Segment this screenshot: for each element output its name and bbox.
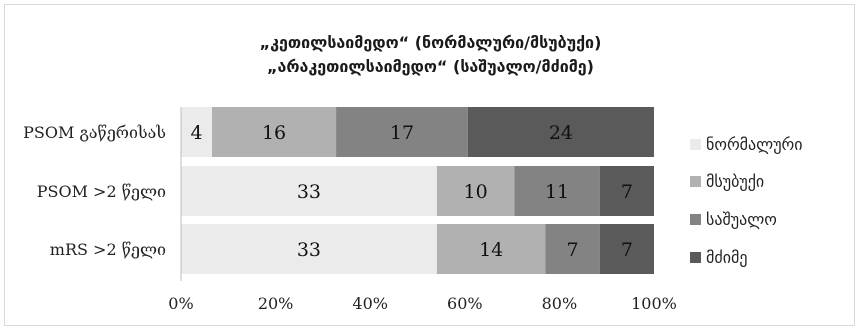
data-label: 7 [621, 181, 633, 203]
x-tick-label: 20% [258, 294, 294, 313]
data-label: 14 [479, 239, 503, 261]
bar-segment [181, 224, 437, 274]
legend-label: მსუბუქი [706, 172, 764, 191]
legend-label: საშუალო [706, 210, 777, 229]
x-tick-label: 80% [542, 294, 578, 313]
bar-segment [545, 224, 600, 274]
x-tick-label: 60% [447, 294, 483, 313]
bar-segment [336, 107, 468, 157]
bar-segment [436, 224, 546, 274]
x-tick-label: 100% [631, 294, 677, 313]
chart-title-line-1: „კეთილსაიმედო“ (ნორმალური/მსუბუქი) [259, 33, 602, 52]
data-label: 33 [297, 181, 321, 203]
data-label: 11 [545, 181, 569, 203]
data-label: 10 [464, 181, 488, 203]
bar-segment [599, 166, 654, 216]
data-label: 24 [549, 122, 573, 144]
legend-swatch [690, 252, 701, 263]
bar-segment [436, 166, 515, 216]
bar-segment [514, 166, 600, 216]
bar-segment [181, 107, 213, 157]
data-label: 33 [297, 239, 321, 261]
bar-segment [599, 224, 654, 274]
bar-segment [212, 107, 337, 157]
data-label: 16 [262, 122, 286, 144]
data-label: 7 [621, 239, 633, 261]
legend-swatch [690, 139, 701, 150]
data-label: 4 [190, 122, 202, 144]
x-tick-label: 0% [168, 294, 193, 313]
x-tick-label: 40% [352, 294, 388, 313]
category-label: PSOM >2 წელი [37, 182, 166, 201]
category-label: mRS >2 წელი [50, 240, 166, 259]
bar-segment [181, 166, 437, 216]
legend-label: მძიმე [706, 248, 747, 267]
legend-label: ნორმალური [706, 135, 803, 154]
bar-segment [467, 107, 654, 157]
legend-swatch [690, 214, 701, 225]
data-label: 17 [390, 122, 414, 144]
data-label: 7 [567, 239, 579, 261]
legend-swatch [690, 176, 701, 187]
category-label: PSOM გაწერისას [23, 123, 166, 142]
chart-title-line-2: „არაკეთილსაიმედო“ (საშუალო/მძიმე) [266, 57, 594, 76]
